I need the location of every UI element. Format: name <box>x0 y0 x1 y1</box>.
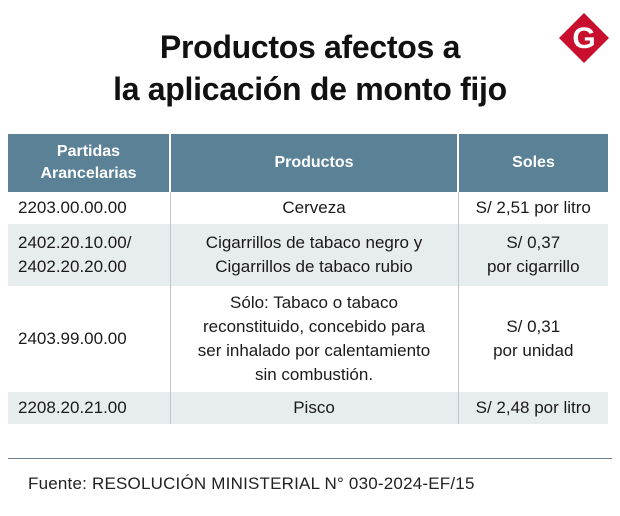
product-cell: Cigarrillos de tabaco negro y Cigarrillo… <box>170 224 459 286</box>
partida-cell: 2208.20.21.00 <box>8 392 171 424</box>
header-partidas: Partidas Arancelarias <box>8 134 171 192</box>
header-productos: Productos <box>170 134 459 192</box>
page-title: Productos afectos a la aplicación de mon… <box>0 26 620 110</box>
table-row: 2402.20.10.00/ 2402.20.20.00 Cigarrillos… <box>8 224 608 286</box>
table-row: 2403.99.00.00 Sólo: Tabaco o tabaco reco… <box>8 286 608 392</box>
partida-cell: 2203.00.00.00 <box>8 192 171 224</box>
title-line-1: Productos afectos a <box>159 29 461 65</box>
product-cell: Sólo: Tabaco o tabaco reconstituido, con… <box>170 286 459 392</box>
table-header-row: Partidas Arancelarias Productos Soles <box>8 134 608 192</box>
logo-letter: G <box>572 22 595 55</box>
header-soles: Soles <box>458 134 608 192</box>
products-table: Partidas Arancelarias Productos Soles 22… <box>8 134 608 424</box>
soles-cell: S/ 0,31 por unidad <box>458 286 608 392</box>
source-note: Fuente: RESOLUCIÓN MINISTERIAL N° 030-20… <box>28 474 475 493</box>
table-row: 2203.00.00.00 Cerveza S/ 2,51 por litro <box>8 192 608 224</box>
gestion-logo-icon: G <box>559 13 609 63</box>
title-line-2: la aplicación de monto fijo <box>113 71 507 107</box>
footer-divider <box>8 458 612 459</box>
soles-cell: S/ 2,51 por litro <box>458 192 608 224</box>
table-row: 2208.20.21.00 Pisco S/ 2,48 por litro <box>8 392 608 424</box>
product-cell: Cerveza <box>170 192 459 224</box>
soles-cell: S/ 0,37 por cigarrillo <box>458 224 608 286</box>
partida-cell: 2403.99.00.00 <box>8 286 171 392</box>
product-cell: Pisco <box>170 392 459 424</box>
partida-cell: 2402.20.10.00/ 2402.20.20.00 <box>8 224 171 286</box>
soles-cell: S/ 2,48 por litro <box>458 392 608 424</box>
